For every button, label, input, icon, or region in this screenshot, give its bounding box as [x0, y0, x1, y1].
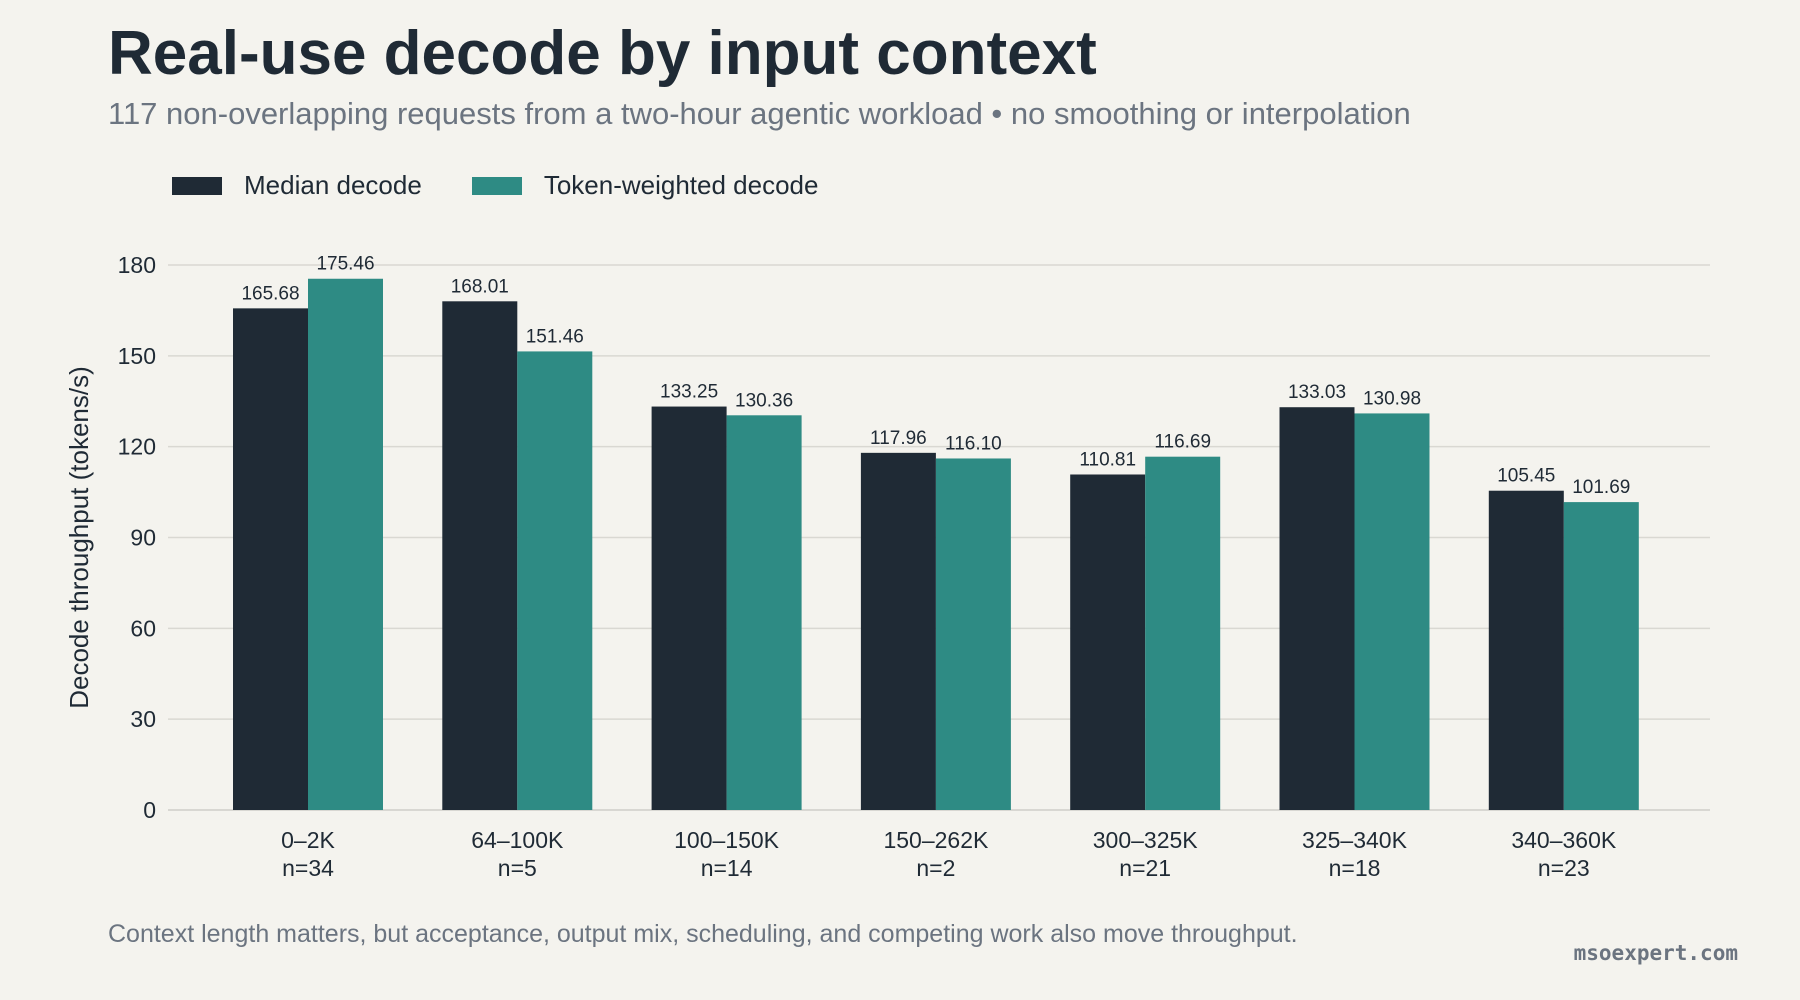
- legend-label-median: Median decode: [244, 170, 422, 200]
- bar-value-label: 105.45: [1497, 466, 1555, 487]
- y-tick-label: 30: [130, 706, 156, 732]
- bar-value-label: 151.46: [526, 326, 584, 347]
- bar-median: [1279, 407, 1355, 810]
- legend-swatch-median: [172, 176, 222, 195]
- brand-watermark: msoexpert.com: [1573, 941, 1738, 965]
- bar-weighted: [726, 415, 802, 810]
- y-tick-label: 150: [118, 343, 156, 369]
- x-tick-label: 64–100K: [471, 827, 564, 853]
- x-tick-count: n=5: [498, 855, 537, 881]
- bar-value-label: 110.81: [1079, 449, 1136, 470]
- y-tick-label: 60: [130, 615, 156, 641]
- bar-median: [860, 452, 936, 810]
- x-tick-label: 0–2K: [281, 827, 335, 853]
- bar-weighted: [935, 458, 1011, 810]
- bar-value-label: 116.69: [1154, 432, 1211, 453]
- legend-item-median: Median decode: [172, 170, 422, 201]
- bar-value-label: 116.10: [945, 433, 1002, 454]
- y-tick-label: 180: [118, 252, 156, 278]
- footnote: Context length matters, but acceptance, …: [108, 920, 1298, 948]
- x-tick-count: n=34: [282, 855, 334, 881]
- legend-item-weighted: Token-weighted decode: [471, 170, 819, 201]
- bar-value-label: 175.46: [316, 254, 374, 275]
- legend-label-weighted: Token-weighted decode: [543, 170, 819, 200]
- y-tick-label: 120: [118, 434, 156, 460]
- chart-title: Real-use decode by input context: [108, 19, 1097, 88]
- chart-subtitle: 117 non-overlapping requests from a two-…: [108, 96, 1411, 131]
- x-tick-count: n=21: [1119, 855, 1171, 881]
- bar-value-label: 168.01: [451, 276, 509, 297]
- y-tick-label: 90: [130, 525, 156, 551]
- bar-median: [442, 301, 518, 810]
- bar-value-label: 117.96: [870, 428, 927, 449]
- bar-value-label: 133.25: [660, 382, 718, 403]
- bar-weighted: [1145, 456, 1221, 810]
- bar-weighted: [308, 278, 383, 811]
- x-tick-count: n=2: [916, 855, 955, 881]
- bar-weighted: [517, 351, 593, 810]
- bar-value-label: 101.69: [1572, 477, 1630, 498]
- y-tick-label: 0: [143, 797, 156, 823]
- x-tick-label: 300–325K: [1093, 827, 1199, 853]
- x-tick-label: 325–340K: [1302, 827, 1408, 853]
- x-tick-count: n=23: [1538, 855, 1590, 881]
- x-tick-label: 150–262K: [883, 827, 989, 853]
- x-tick-label: 340–360K: [1511, 827, 1617, 853]
- y-axis-title: Decode throughput (tokens/s): [64, 366, 94, 709]
- bar-median: [651, 406, 727, 810]
- bar-median: [233, 308, 308, 810]
- bar-value-label: 165.68: [241, 283, 299, 304]
- bar-weighted: [1354, 413, 1430, 810]
- bar-value-label: 133.03: [1288, 382, 1346, 403]
- x-tick-count: n=14: [701, 855, 753, 881]
- bar-median: [1488, 490, 1564, 810]
- x-tick-label: 100–150K: [674, 827, 780, 853]
- bar-weighted: [1563, 502, 1639, 810]
- bar-median: [1070, 474, 1146, 810]
- legend-swatch-weighted: [471, 176, 522, 195]
- bar-value-label: 130.36: [735, 390, 793, 411]
- bar-value-label: 130.98: [1363, 388, 1421, 409]
- chart-legend: Median decode Token-weighted decode: [172, 170, 868, 201]
- x-tick-count: n=18: [1329, 855, 1381, 881]
